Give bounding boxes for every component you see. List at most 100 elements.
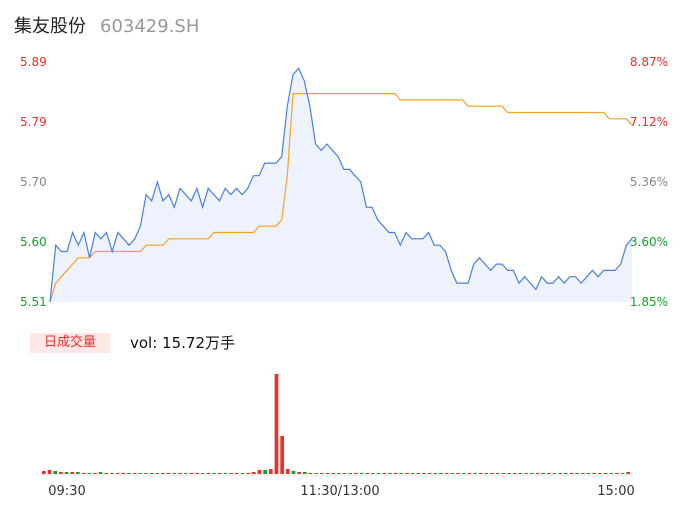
volume-bar — [575, 473, 579, 474]
y-tick-label: 5.89 — [20, 55, 47, 69]
volume-bar — [478, 473, 483, 474]
volume-bar — [427, 473, 432, 474]
volume-bar — [166, 473, 171, 474]
volume-bar — [376, 473, 381, 474]
volume-bar — [132, 473, 137, 474]
volume-summary: vol: 15.72万手 — [130, 334, 235, 352]
volume-bar — [535, 473, 540, 474]
volume-bar — [172, 473, 177, 474]
tab-daily-volume[interactable]: 日成交量 — [30, 333, 110, 353]
volume-bar — [285, 469, 290, 474]
volume-bar — [81, 473, 86, 474]
volume-bar — [127, 473, 131, 474]
price-line — [49, 67, 633, 303]
volume-bar — [365, 473, 370, 474]
volume-bar — [87, 473, 92, 474]
volume-bar — [325, 473, 330, 474]
volume-bar — [371, 473, 375, 474]
volume-bar — [308, 473, 313, 474]
y-tick-label: 5.51 — [20, 295, 47, 309]
volume-bar — [410, 473, 415, 474]
volume-bar — [495, 473, 500, 474]
volume-bar — [195, 473, 199, 474]
volume-bar — [206, 473, 211, 474]
volume-bar — [98, 472, 103, 474]
volume-bar — [110, 473, 114, 474]
volume-bar — [433, 473, 438, 474]
volume-bar — [149, 473, 154, 474]
volume-bar — [76, 472, 80, 474]
left-y-axis: 5.89 5.79 5.70 5.60 5.51 — [20, 55, 47, 309]
volume-bar — [405, 473, 409, 474]
volume-bar — [144, 473, 148, 474]
volume-bar — [178, 473, 182, 474]
volume-bar — [251, 472, 256, 474]
volume-bar — [359, 473, 364, 474]
volume-bar — [223, 473, 228, 474]
volume-bar — [541, 473, 545, 474]
volume-bar — [467, 473, 472, 474]
volume-bar — [263, 470, 267, 474]
volume-bar — [274, 374, 279, 474]
y2-tick-label: 8.87% — [630, 55, 668, 69]
volume-bar — [331, 473, 335, 474]
volume-bar — [47, 470, 52, 474]
volume-bar — [609, 473, 613, 474]
avg-price-line — [49, 93, 633, 303]
volume-bar — [490, 473, 494, 474]
stock-header: 集友股份 603429.SH — [14, 12, 199, 40]
volume-bar — [161, 473, 165, 474]
volume-bar — [580, 473, 585, 474]
volume-bar — [422, 473, 426, 474]
volume-bar — [70, 472, 75, 474]
volume-bar — [291, 471, 296, 474]
volume-bar — [586, 473, 591, 474]
y2-tick-label: 5.36% — [630, 175, 668, 189]
volume-bar — [229, 473, 233, 474]
volume-bar — [268, 469, 273, 474]
volume-bar — [342, 473, 347, 474]
volume-bar — [416, 473, 421, 474]
volume-bar — [439, 473, 443, 474]
volume-bar — [501, 473, 506, 474]
volume-bar — [546, 473, 551, 474]
y2-tick-label: 7.12% — [630, 115, 668, 129]
right-y-axis: 8.87% 7.12% 5.36% 3.60% 1.85% — [630, 55, 668, 309]
volume-bar — [155, 473, 160, 474]
volume-bar — [121, 473, 126, 474]
volume-bar — [598, 473, 602, 474]
volume-bar — [183, 473, 188, 474]
y2-tick-label: 3.60% — [630, 235, 668, 249]
volume-bar — [615, 473, 619, 474]
volume-bar — [234, 473, 239, 474]
y-tick-label: 5.79 — [20, 115, 47, 129]
volume-bar — [524, 473, 528, 474]
volume-bar — [200, 473, 205, 474]
x-axis: 09:30 11:30/13:00 15:00 — [48, 484, 634, 499]
volume-bar — [592, 473, 596, 474]
volume-bar — [473, 473, 477, 474]
volume-bar — [280, 436, 284, 474]
volume-bar — [399, 473, 404, 474]
volume-bar — [552, 473, 557, 474]
volume-bar — [314, 473, 318, 474]
volume-bar — [104, 473, 109, 474]
volume-bar — [115, 473, 120, 474]
y2-tick-label: 1.85% — [630, 295, 668, 309]
volume-bar — [558, 473, 562, 474]
y-tick-label: 5.70 — [20, 175, 47, 189]
x-tick-label: 11:30/13:00 — [300, 484, 379, 499]
volume-bar — [393, 473, 398, 474]
volume-bar — [382, 473, 387, 474]
volume-bar — [53, 471, 57, 474]
volume-bar — [388, 473, 392, 474]
volume-bar — [529, 473, 534, 474]
volume-bar — [512, 473, 517, 474]
volume-bar — [518, 473, 523, 474]
volume-bar — [620, 473, 625, 474]
price-area-fill — [50, 68, 632, 302]
volume-bar — [212, 473, 216, 474]
volume-bar — [461, 473, 466, 474]
y-tick-label: 5.60 — [20, 235, 47, 249]
